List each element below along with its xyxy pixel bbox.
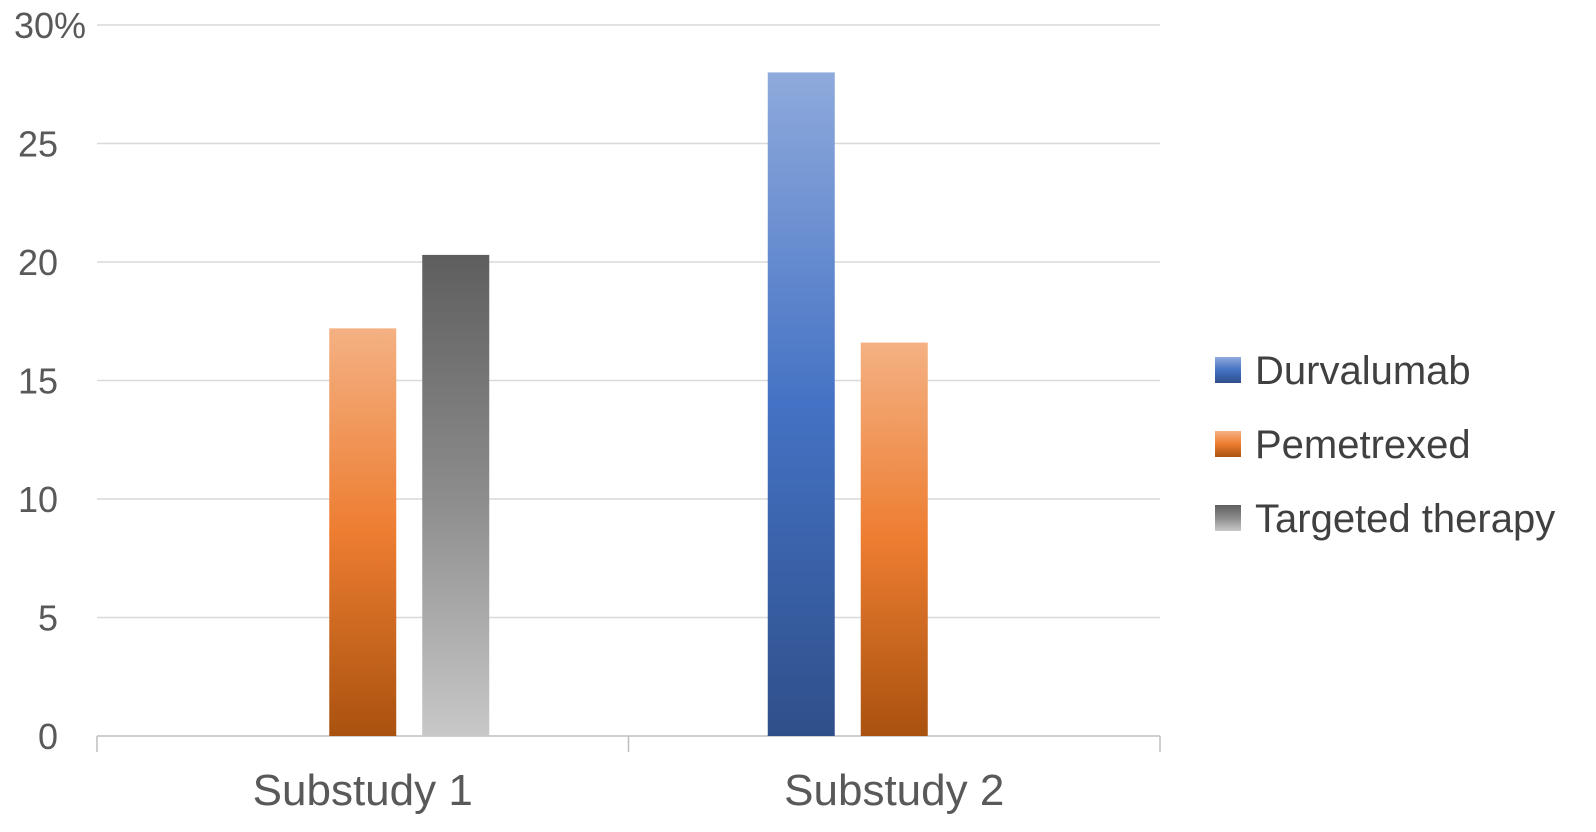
legend-swatch-targeted-therapy	[1215, 505, 1241, 531]
y-tick-label: 5	[38, 598, 58, 639]
legend-label-pemetrexed: Pemetrexed	[1255, 423, 1471, 467]
legend-label-durvalumab: Durvalumab	[1255, 349, 1471, 393]
y-tick-label: 0	[38, 716, 58, 757]
gridlines	[97, 24, 1160, 619]
x-axis	[96, 735, 1161, 752]
y-tick-label: 15	[18, 361, 58, 402]
legend-swatch-durvalumab	[1215, 357, 1241, 383]
bar-targeted-therapy-substudy-1	[422, 254, 490, 736]
y-tick-label: 25	[18, 124, 58, 165]
bars	[329, 72, 928, 736]
legend: Durvalumab Pemetrexed Targeted therapy	[1215, 349, 1555, 541]
legend-label-targeted-therapy: Targeted therapy	[1255, 497, 1555, 541]
y-tick-label: 20	[18, 242, 58, 283]
x-category-label: Substudy 1	[253, 766, 473, 815]
bar-durvalumab-substudy-2	[767, 72, 835, 736]
y-axis-tick-labels: 0 5 10 15 20 25 30%	[14, 5, 86, 757]
bar-pemetrexed-substudy-2	[860, 342, 928, 736]
legend-swatch-pemetrexed	[1215, 431, 1241, 457]
y-tick-label: 30%	[14, 5, 86, 46]
x-category-label: Substudy 2	[784, 766, 1004, 815]
y-tick-label: 10	[18, 479, 58, 520]
bar-pemetrexed-substudy-1	[329, 328, 397, 736]
x-axis-category-labels: Substudy 1 Substudy 2	[253, 766, 1005, 815]
